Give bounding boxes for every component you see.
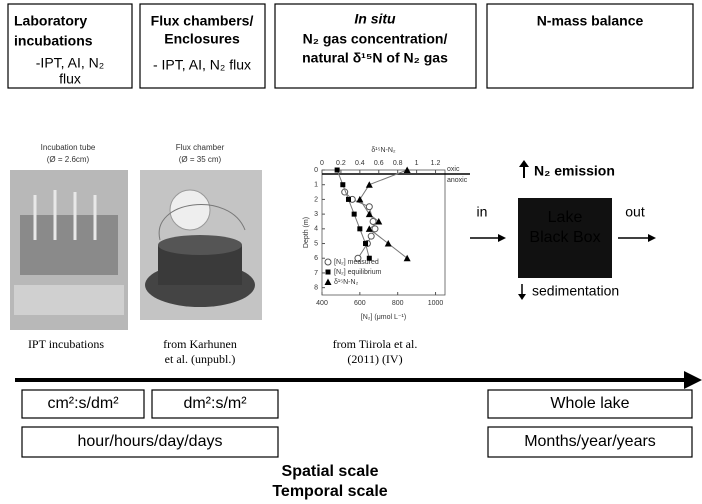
label: Whole lake — [550, 395, 629, 412]
x2-tick-label: 0.6 — [374, 160, 384, 167]
legend-label: [N₂] equilibrium — [334, 269, 382, 276]
annotation: oxic — [447, 166, 460, 173]
y-tick-label: 5 — [314, 240, 318, 247]
point — [365, 181, 373, 188]
label: natural δ¹⁵N of N₂ gas — [302, 50, 448, 66]
point — [403, 166, 411, 173]
x2-tick-label: 0.2 — [336, 160, 346, 167]
label: Temporal scale — [272, 483, 387, 500]
point — [384, 240, 392, 247]
x-axis-label: [N₂] (μmol L⁻¹) — [361, 314, 406, 321]
label: (2011) (IV) — [347, 352, 402, 366]
label: Laboratory — [14, 13, 87, 29]
label: Flux chamber — [176, 143, 225, 152]
y-tick-label: 7 — [314, 270, 318, 277]
point — [371, 225, 379, 233]
y-tick-label: 8 — [314, 284, 318, 291]
label: N₂ gas concentration/ — [303, 31, 448, 47]
label: (Ø = 2.6cm) — [47, 155, 90, 164]
x2-axis-label: δ¹⁵N-N₂ — [371, 147, 396, 154]
legend-marker — [324, 278, 332, 285]
label: Lake — [548, 209, 583, 226]
label: Spatial scale — [282, 463, 379, 480]
x-tick-label: 600 — [354, 300, 366, 307]
label: from Tiirola et al. — [333, 337, 418, 351]
label: cm²:s/dm² — [47, 395, 119, 412]
photo-chamber — [140, 170, 262, 320]
point — [369, 217, 377, 225]
point — [340, 182, 346, 188]
label: flux — [59, 71, 81, 87]
point — [345, 196, 351, 202]
label: -IPT, AI, N₂ — [36, 55, 104, 71]
y-tick-label: 2 — [314, 196, 318, 203]
label: Flux chambers/ — [151, 13, 254, 29]
x-tick-label: 800 — [392, 300, 404, 307]
x2-tick-label: 1.2 — [431, 160, 441, 167]
y-tick-label: 4 — [314, 226, 318, 233]
point — [375, 217, 383, 225]
legend-marker — [324, 258, 332, 266]
legend-label: δ¹⁵N-N₂ — [334, 279, 359, 286]
legend-label: [N₂] measured — [334, 259, 379, 266]
arrows — [15, 160, 702, 389]
label: - IPT, AI, N₂ flux — [153, 57, 251, 73]
x2-tick-label: 0 — [320, 160, 324, 167]
point — [365, 225, 373, 232]
legend-marker — [325, 269, 331, 275]
x2-tick-label: 0.8 — [393, 160, 403, 167]
y-tick-label: 0 — [314, 167, 318, 174]
label: IPT incubations — [28, 337, 104, 351]
label: out — [625, 204, 645, 220]
label: N-mass balance — [537, 13, 644, 29]
point — [366, 255, 372, 261]
label: incubations — [14, 33, 93, 49]
label: In situ — [354, 11, 396, 27]
point — [356, 195, 364, 203]
x2-tick-label: 0.4 — [355, 160, 365, 167]
label: (Ø = 35 cm) — [179, 155, 222, 164]
y-axis-label: Depth (m) — [303, 217, 310, 248]
label: sedimentation — [532, 283, 619, 299]
point — [365, 210, 373, 218]
box-frames — [7, 3, 694, 458]
point — [354, 254, 362, 262]
x-tick-label: 1000 — [428, 300, 444, 307]
point — [363, 241, 369, 247]
photo-incubation — [10, 170, 128, 330]
point — [403, 254, 411, 262]
point — [367, 232, 375, 240]
label: hour/hours/day/days — [78, 433, 223, 450]
label: from Karhunen — [163, 337, 237, 351]
plot-frame — [321, 169, 446, 296]
x-tick-label: 400 — [316, 300, 328, 307]
label: in — [477, 204, 488, 220]
label: N₂ emission — [534, 163, 615, 179]
x2-tick-label: 1 — [415, 160, 419, 167]
y-tick-label: 3 — [314, 211, 318, 218]
label: dm²:s/m² — [183, 395, 247, 412]
label: et al. (unpubl.) — [165, 352, 236, 366]
label: Incubation tube — [41, 143, 96, 152]
label: Months/year/years — [524, 433, 656, 450]
y-tick-label: 6 — [314, 255, 318, 262]
annotation: anoxic — [447, 177, 468, 184]
label: Enclosures — [164, 31, 240, 47]
point — [334, 167, 340, 173]
point — [365, 203, 373, 211]
point — [357, 226, 363, 232]
point — [351, 211, 357, 217]
y-tick-label: 1 — [314, 182, 318, 189]
label: Black Box — [529, 229, 600, 246]
